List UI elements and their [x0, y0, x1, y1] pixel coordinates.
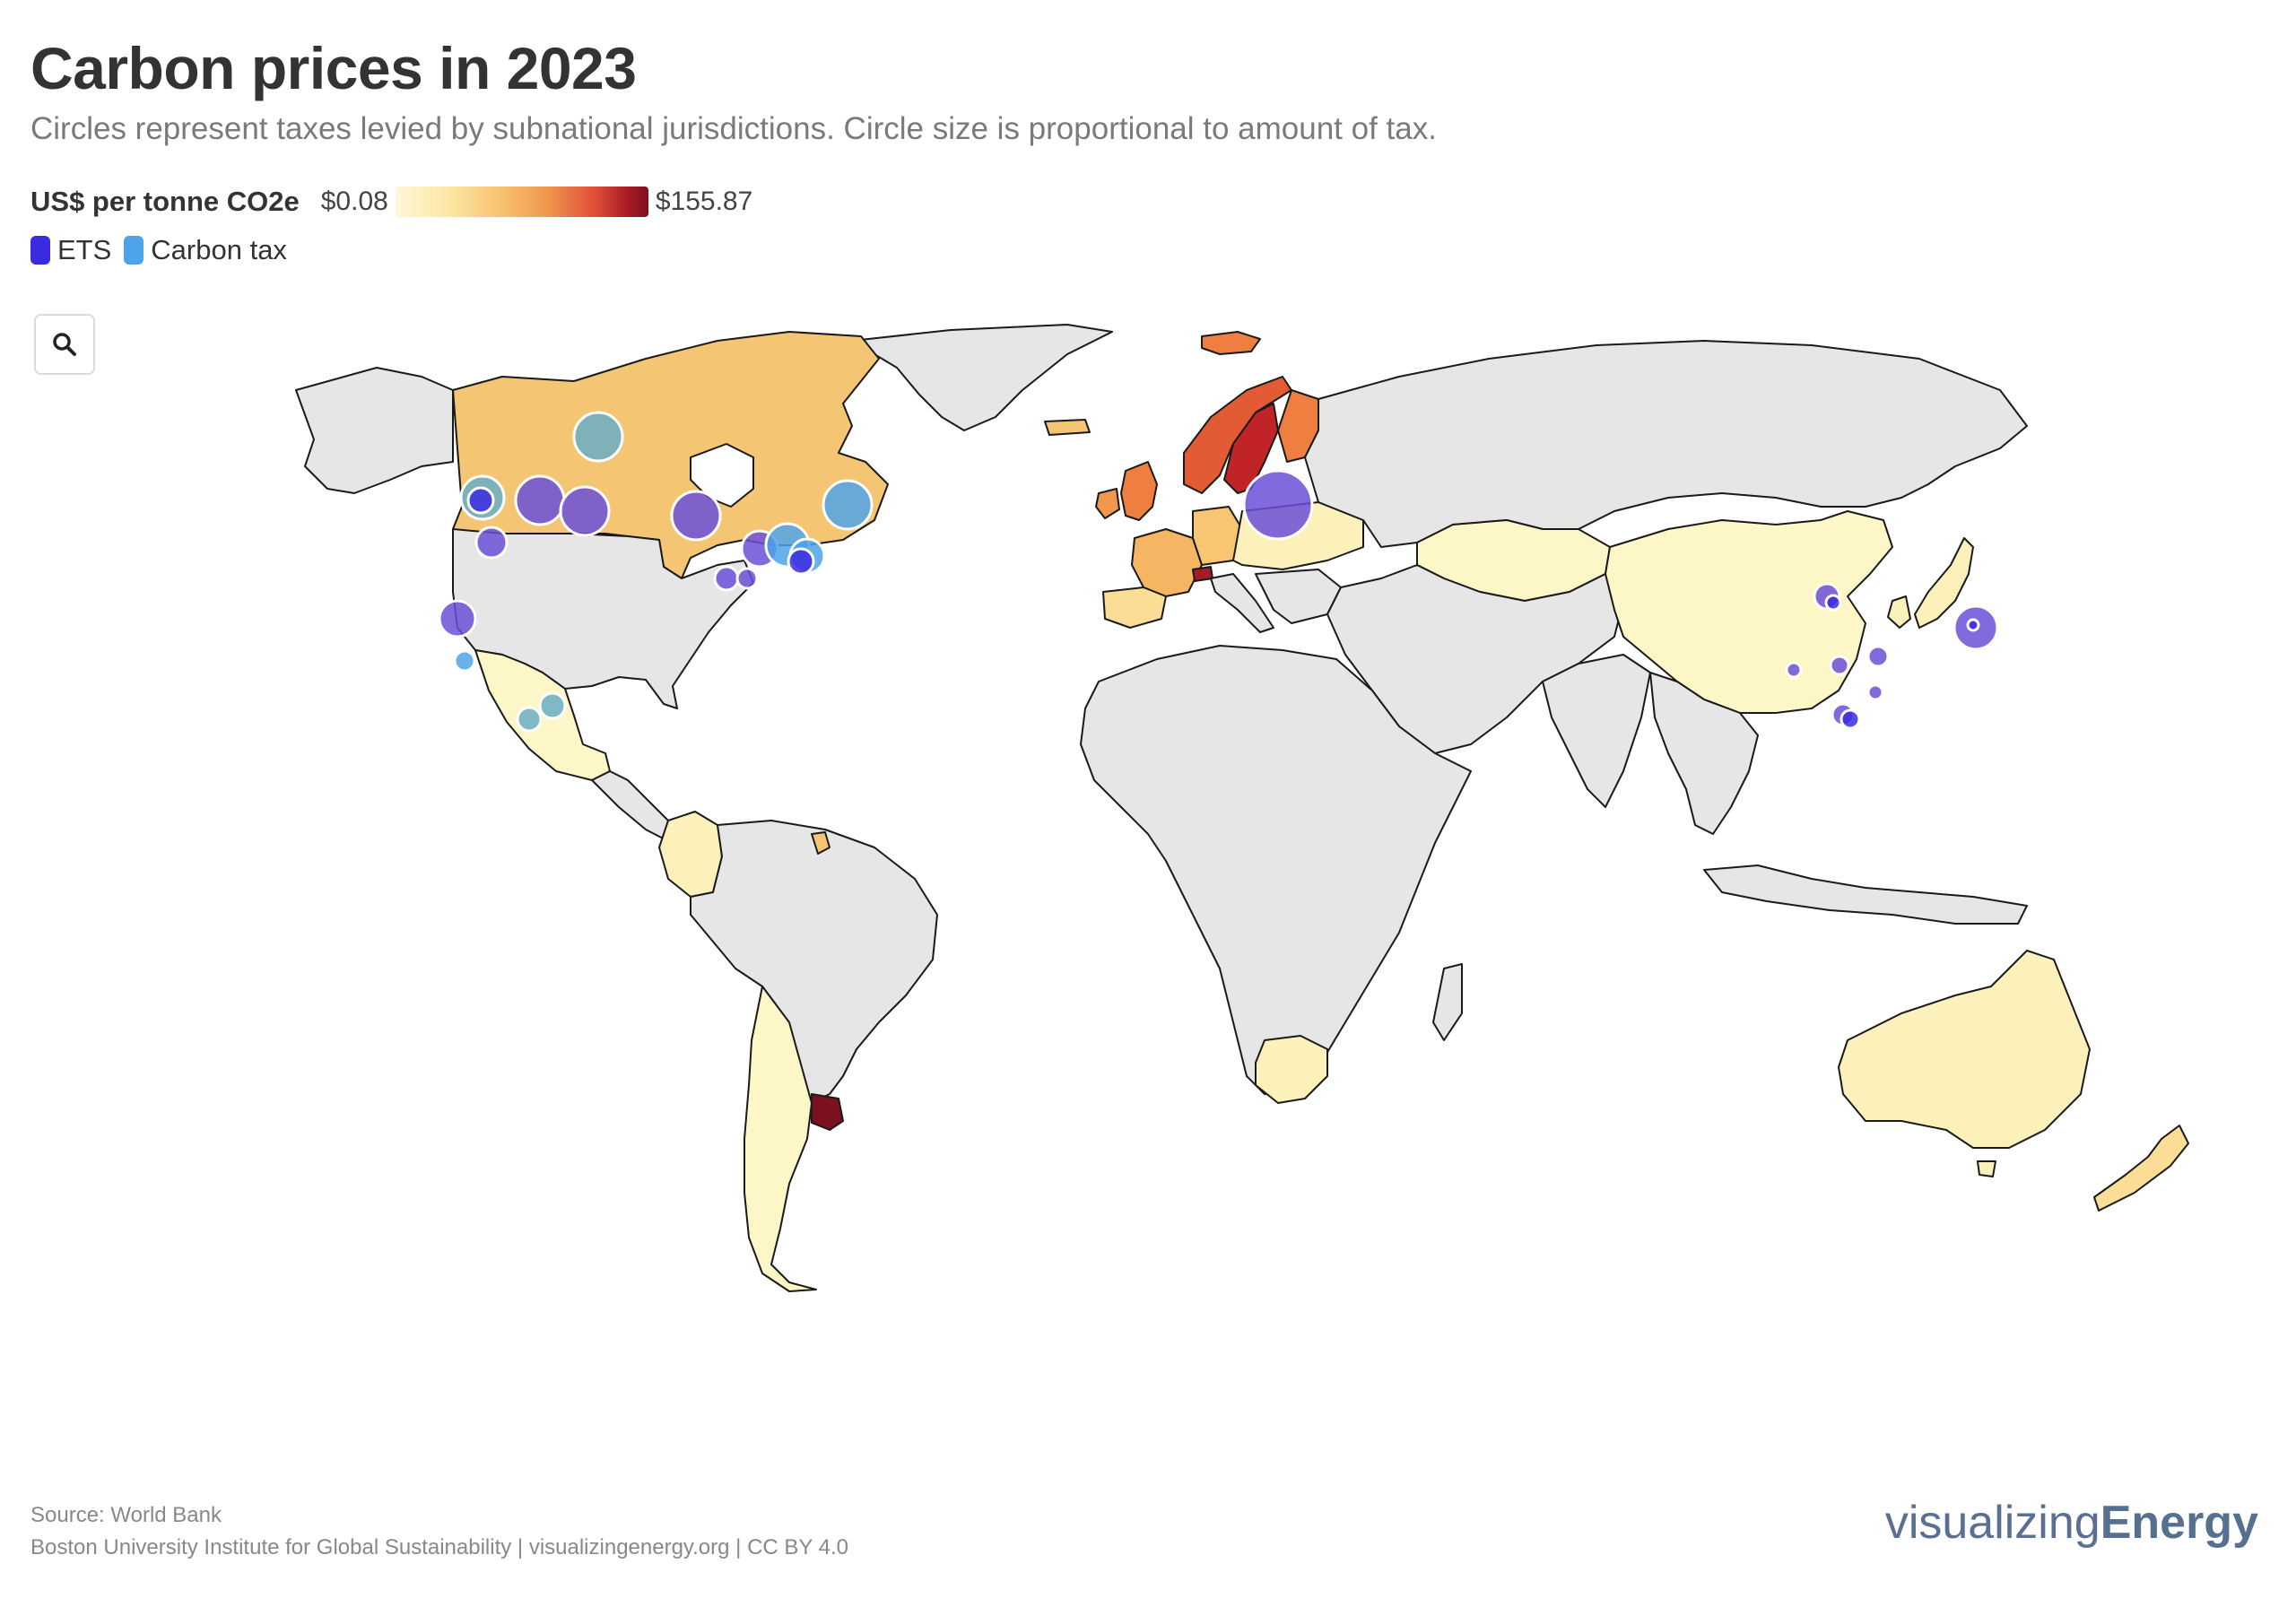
country-china[interactable] [1605, 510, 1893, 714]
country-australia[interactable] [1838, 950, 2091, 1149]
circle-pei-ets[interactable] [787, 547, 815, 576]
country-south-africa[interactable] [1255, 1035, 1328, 1104]
legend-min-label: $0.08 [320, 187, 388, 216]
legend-max-label: $155.87 [655, 187, 753, 216]
chart-title: Carbon prices in 2023 [30, 35, 637, 101]
color-scale-legend: US$ per tonne CO2e $0.08 $155.87 [30, 183, 752, 221]
country-south-korea[interactable] [1887, 595, 1911, 629]
country-switzerland[interactable] [1192, 566, 1213, 582]
country-sweden[interactable] [1223, 403, 1279, 494]
circle-massachusetts-ets[interactable] [735, 567, 759, 590]
country-ireland[interactable] [1095, 488, 1120, 519]
circle-nunavut-tax[interactable] [572, 411, 624, 463]
circle-california-ets[interactable] [438, 599, 477, 638]
circle-ontario-ets[interactable] [670, 490, 722, 542]
country-colombia[interactable] [658, 811, 723, 898]
brand-part1: visualizing [1884, 1497, 2100, 1549]
circle-rggi-ets[interactable] [713, 565, 740, 592]
brand-part2: Energy [2100, 1497, 2258, 1549]
circle-alberta-ets[interactable] [514, 474, 566, 526]
country-japan[interactable] [1914, 537, 1974, 629]
country-french-guiana[interactable] [811, 831, 831, 855]
credit-note: Boston University Institute for Global S… [30, 1535, 849, 1559]
country-russia[interactable] [1304, 340, 2028, 548]
source-note: Source: World Bank [30, 1503, 222, 1527]
island-tasmania[interactable] [1977, 1160, 1996, 1177]
chart-subtitle: Circles represent taxes levied by subnat… [30, 111, 1437, 146]
country-uruguay[interactable] [811, 1093, 844, 1131]
country-spain-portugal[interactable] [1102, 586, 1167, 629]
legend-scale-title: US$ per tonne CO2e [30, 186, 300, 217]
search-icon [53, 333, 76, 356]
circle-saskatchewan-ets[interactable] [559, 485, 611, 537]
circle-newfoundland-tax[interactable] [822, 479, 874, 531]
circle-shenzhen-ets[interactable] [1839, 708, 1861, 730]
country-new-zealand[interactable] [2093, 1125, 2189, 1212]
circle-tianjin-ets[interactable] [1824, 594, 1842, 612]
ets-swatch[interactable] [30, 236, 50, 265]
region-indonesia[interactable] [1703, 864, 2028, 925]
circle-washington-ets[interactable] [466, 486, 495, 515]
circle-hubei-ets[interactable] [1829, 655, 1850, 676]
circle-saitama-ets[interactable] [1966, 618, 1980, 632]
country-argentina[interactable] [744, 986, 817, 1292]
island-jan-mayen[interactable] [1044, 419, 1091, 436]
circle-tamaulipas-tax[interactable] [516, 706, 543, 733]
type-legend: ETS Carbon tax [30, 231, 300, 269]
country-madagascar[interactable] [1432, 963, 1463, 1041]
country-uk[interactable] [1120, 461, 1158, 521]
world-map[interactable] [0, 305, 2296, 1318]
region-southeast-asia[interactable] [1649, 672, 1759, 835]
country-india[interactable] [1542, 654, 1651, 808]
circle-chongqing-ets[interactable] [1785, 661, 1803, 679]
brand-logo: visualizingEnergy [1885, 1496, 2258, 1550]
region-south-america[interactable] [690, 820, 938, 1104]
legend-item-ets[interactable]: ETS [57, 234, 112, 265]
legend-gradient-bar [395, 187, 648, 217]
country-france[interactable] [1131, 528, 1203, 597]
legend-item-carbon-tax[interactable]: Carbon tax [151, 234, 287, 265]
country-greenland[interactable] [851, 324, 1113, 431]
circle-shanghai-ets[interactable] [1866, 645, 1890, 668]
country-italy[interactable] [1210, 573, 1274, 633]
country-usa-alaska[interactable] [295, 367, 454, 494]
country-iceland[interactable] [1201, 331, 1261, 355]
circle-baja-tax[interactable] [453, 649, 476, 673]
circle-oregon-ets[interactable] [474, 526, 509, 560]
circle-eu-ets[interactable] [1242, 469, 1314, 541]
water-hudson-bay [690, 443, 754, 508]
circle-zacatecas-tax[interactable] [538, 691, 567, 720]
circle-fujian-ets[interactable] [1866, 683, 1884, 701]
carbon-tax-swatch[interactable] [124, 236, 144, 265]
zoom-search-button[interactable] [34, 314, 95, 375]
